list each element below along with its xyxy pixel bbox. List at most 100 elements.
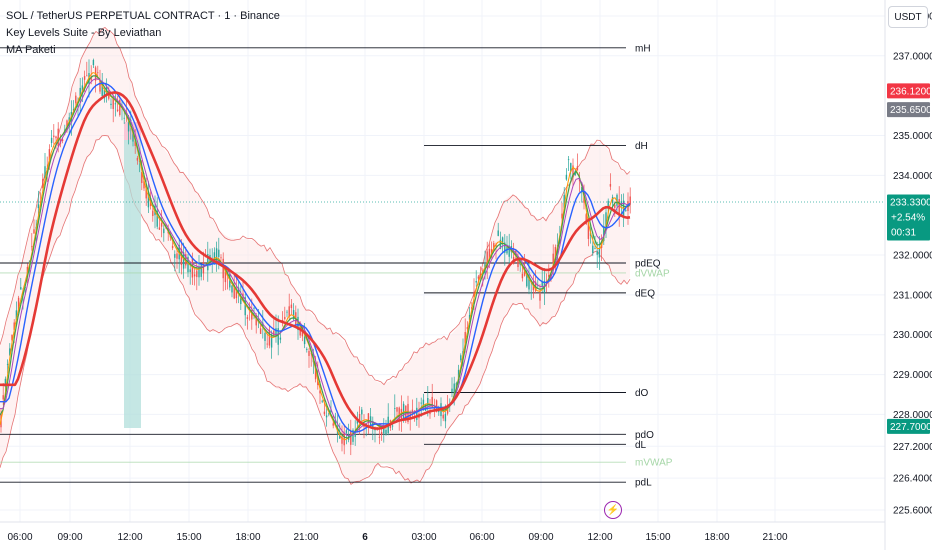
x-tick-label-1: 09:00	[57, 532, 82, 543]
candle	[266, 332, 268, 348]
candle	[31, 233, 33, 251]
candle	[576, 153, 579, 171]
candle	[567, 156, 570, 171]
currency-button[interactable]: USDT	[888, 6, 928, 28]
candle	[50, 130, 53, 148]
indicator-ma-paketi[interactable]: MA Paketi	[6, 44, 56, 56]
x-tick-label-12: 18:00	[704, 532, 729, 543]
candle	[339, 422, 341, 439]
y-tick-label-5: 231.0000	[893, 290, 932, 301]
candle	[629, 187, 631, 214]
candle	[189, 262, 191, 285]
candle	[33, 219, 35, 234]
candle	[178, 238, 180, 273]
candle	[198, 255, 200, 286]
candle	[284, 306, 286, 321]
candle	[431, 383, 433, 408]
x-tick-label-4: 18:00	[235, 532, 260, 543]
x-tick-label-3: 15:00	[176, 532, 201, 543]
candle	[618, 186, 620, 227]
indicator-key-levels[interactable]: Key Levels Suite - By Leviathan	[6, 27, 162, 39]
level-label-pdo: pdO	[635, 430, 654, 441]
candle	[616, 193, 618, 214]
price-tag-extra-2-0: +2.54%	[891, 213, 925, 224]
candle	[224, 270, 227, 291]
envelope-lower-line	[0, 135, 631, 486]
candle	[352, 428, 354, 445]
candle	[521, 264, 524, 282]
candle	[497, 222, 499, 237]
y-tick-label-4: 232.0000	[893, 251, 932, 262]
price-tag-2	[887, 194, 930, 241]
candle	[116, 96, 119, 113]
level-label-pdl: pdL	[635, 478, 652, 489]
candle	[286, 309, 288, 318]
candle	[264, 330, 266, 350]
y-tick-label-11: 225.6000	[893, 506, 932, 517]
price-tag-text-2: 233.3300	[890, 198, 932, 209]
y-tick-label-3: 234.0000	[893, 171, 932, 182]
candle	[501, 236, 504, 254]
y-tick-label-2: 235.0000	[893, 131, 932, 142]
candle	[383, 418, 385, 443]
candle	[187, 253, 189, 278]
candle	[20, 278, 22, 290]
candle	[246, 314, 249, 330]
price-tag-text-1: 235.6500	[890, 105, 932, 116]
candle	[174, 250, 176, 272]
x-tick-label-0: 06:00	[7, 532, 32, 543]
price-tag-0	[887, 83, 930, 99]
candle	[607, 198, 609, 221]
x-tick-label-10: 12:00	[587, 532, 612, 543]
candle	[609, 173, 612, 191]
ma-envelope-fill	[0, 29, 630, 485]
candle	[255, 312, 257, 334]
candle	[200, 263, 202, 281]
price-tag-extra-2-1: 00:31	[891, 228, 916, 239]
y-tick-label-7: 229.0000	[893, 370, 932, 381]
price-tag-3	[887, 418, 930, 434]
x-tick-label-7: 03:00	[411, 532, 436, 543]
candle	[598, 236, 601, 270]
level-label-do: dO	[635, 388, 649, 399]
candle	[86, 61, 88, 77]
candle	[123, 110, 125, 124]
candle	[451, 377, 453, 398]
x-tick-label-2: 12:00	[117, 532, 142, 543]
candle	[231, 285, 233, 298]
level-label-dh: dH	[635, 141, 648, 152]
x-tick-label-6: 6	[362, 532, 368, 543]
y-tick-label-9: 227.2000	[893, 442, 932, 453]
candle	[539, 284, 541, 309]
candle	[215, 241, 218, 272]
chart-legend: SOL / TetherUS PERPETUAL CONTRACT · 1 · …	[6, 8, 280, 59]
y-tick-label-10: 226.4000	[893, 474, 932, 485]
candle	[290, 298, 293, 316]
candle	[193, 267, 196, 286]
candle	[592, 231, 594, 257]
lightning-bolt-icon[interactable]: ⚡	[604, 501, 622, 519]
symbol-title[interactable]: SOL / TetherUS PERPETUAL CONTRACT · 1 · …	[6, 10, 280, 22]
session-highlight-zone	[124, 140, 141, 428]
candle	[596, 241, 598, 268]
candle	[504, 234, 506, 266]
level-label-pdeq: pdEQ	[635, 258, 661, 269]
candle	[44, 152, 46, 179]
price-tag-text-0: 236.1200	[890, 86, 932, 97]
candle	[268, 325, 271, 349]
candle	[398, 406, 400, 431]
candle	[160, 209, 163, 238]
level-label-mh: mH	[635, 43, 651, 54]
candle	[561, 202, 563, 222]
candle	[475, 270, 477, 287]
candle	[306, 347, 308, 353]
envelope-upper-line	[0, 26, 631, 386]
vwap-label-dvwap: dVWAP	[635, 268, 670, 279]
candle	[222, 252, 224, 292]
ma-orange-line	[0, 72, 631, 441]
candle	[343, 426, 345, 455]
x-tick-label-5: 21:00	[293, 532, 318, 543]
candle	[321, 399, 323, 404]
